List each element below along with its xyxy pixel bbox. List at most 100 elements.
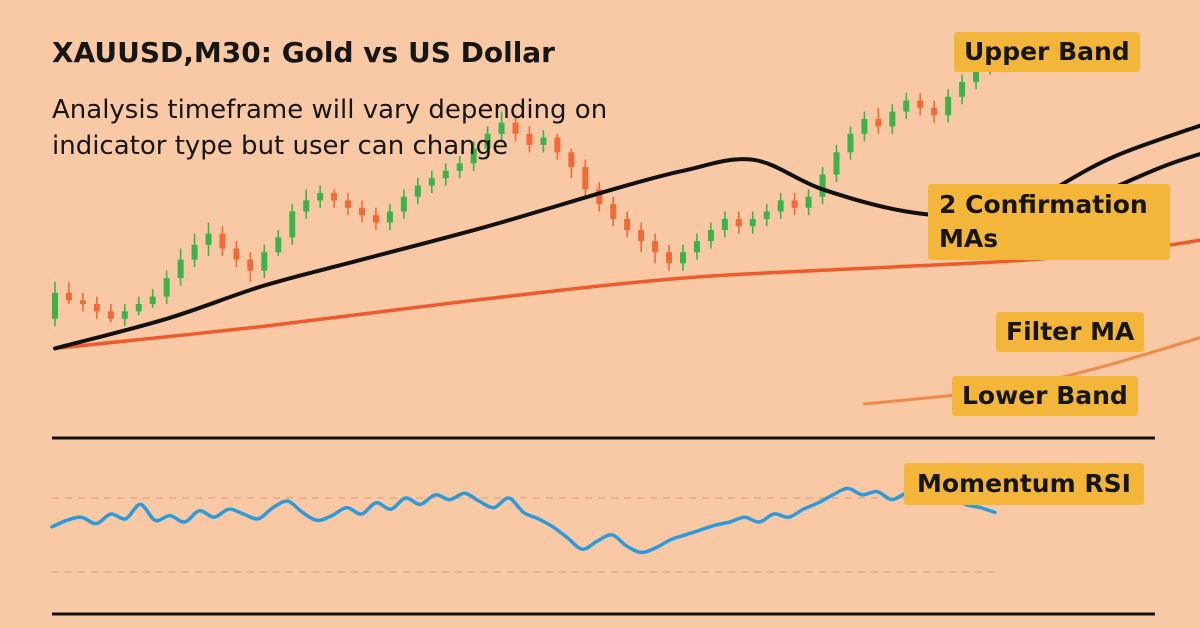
candle [372,207,379,230]
candle-body [721,218,728,230]
candle-body [414,185,421,197]
candle [456,156,463,179]
candle [610,196,617,227]
candle-body [456,163,463,171]
candle [386,204,393,230]
candle-body [512,122,519,134]
candle [666,244,673,271]
candle [345,193,352,216]
candle-body [666,252,673,264]
candle-body [582,167,589,190]
candle-body [79,300,86,304]
candle [65,281,72,304]
candle [52,281,58,327]
candle-body [470,148,477,164]
candle-body [498,122,505,134]
candle-body [359,207,366,216]
candle-body [917,100,924,108]
candle-body [596,189,603,205]
rsi-line [50,486,997,555]
candle [498,111,505,142]
candle-body [317,193,324,201]
confirmation-mas-label: 2 Confirmation MAs [928,184,1170,260]
candle-body [345,200,352,208]
candle [805,189,812,216]
candle [693,233,700,260]
chart-subtitle: Analysis timeframe will vary depending o… [52,95,608,161]
candle [861,111,868,142]
candle-body [261,252,268,271]
candle-body [679,252,686,264]
candle [470,141,477,171]
candle-body [833,152,840,175]
filter-ma-label: Filter MA [996,312,1145,352]
candle [484,126,491,156]
candle-body [847,133,854,153]
candle [121,304,128,327]
candle [819,167,826,205]
candle [707,222,714,249]
candle [596,181,603,212]
candle [442,163,449,186]
candle-body [303,200,310,212]
candle [652,233,659,264]
candle-body [135,304,142,312]
candle [414,178,421,205]
candle-body [484,133,491,149]
candle-body [791,200,798,208]
candle [359,200,366,223]
candle [303,189,310,219]
candle-body [540,137,547,145]
candle-body [749,218,756,227]
candle [568,148,575,179]
candle [400,189,407,219]
candle [833,144,840,182]
candle-body [805,196,812,208]
candle-body [638,230,645,242]
candle [135,296,142,316]
candle [219,226,226,256]
candle-body [233,248,240,260]
candle-body [973,67,980,82]
candle-body [861,119,868,134]
candle-body [65,292,72,301]
candle-body [526,133,533,145]
candle-body [121,311,128,319]
candle [247,252,254,282]
candle-body [735,218,742,227]
candle-body [959,82,966,97]
candle [331,189,338,208]
candle-body [875,119,882,127]
candle-body [52,292,58,319]
candle [959,74,966,105]
candle-body [819,174,826,197]
candle-body [163,278,170,297]
candle [721,211,728,238]
candle-body [149,296,156,304]
candle [191,233,198,267]
candle-body [372,215,379,223]
candle [763,204,770,227]
candle-body [931,107,938,116]
momentum-rsi-label: Momentum RSI [904,463,1144,505]
candle-body [275,237,282,253]
candle-body [386,211,393,223]
candle [93,296,100,319]
candle [889,104,896,134]
candle-body [889,111,896,127]
candle [847,126,854,160]
candle-body [289,211,296,238]
candle-body [205,233,212,245]
candle [317,185,324,208]
candle [540,130,547,153]
candle [945,89,952,123]
candle [931,100,938,123]
candle-body [903,100,910,112]
candle [275,230,282,256]
candle [679,244,686,271]
candle-body [107,311,114,319]
candle [163,270,170,304]
candle [624,211,631,238]
